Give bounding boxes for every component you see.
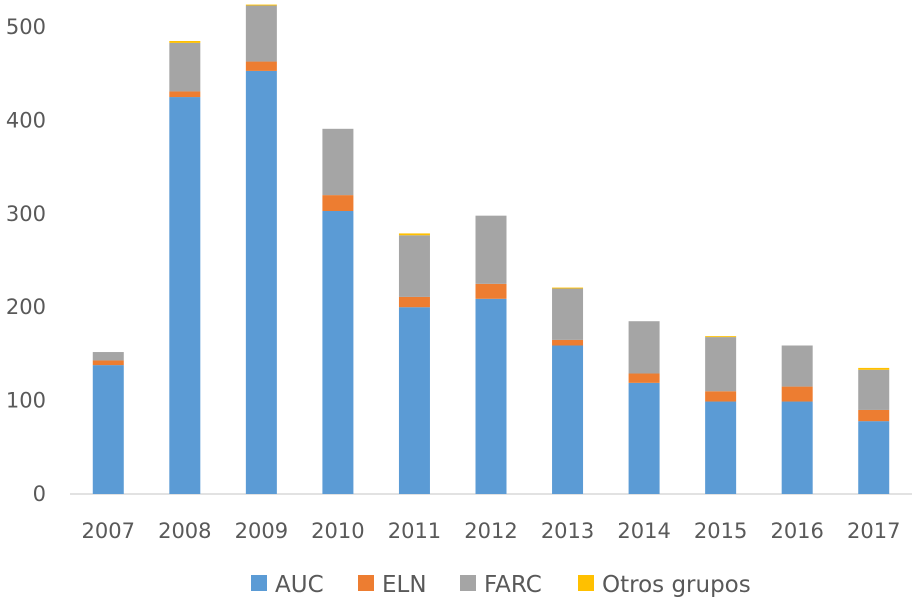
bar-segment-farc-2007 — [92, 352, 124, 361]
bar-segment-auc-2017 — [858, 421, 890, 494]
bar-segment-otros-grupos-2011 — [398, 233, 430, 236]
y-tick-label: 400 — [6, 108, 46, 132]
bar-segment-farc-2008 — [169, 42, 201, 92]
x-tick-label: 2007 — [82, 519, 135, 543]
bar-segment-auc-2010 — [322, 210, 354, 495]
bar-segment-farc-2017 — [858, 369, 890, 410]
bar-segment-eln-2015 — [705, 391, 737, 402]
bar-segment-auc-2008 — [169, 97, 201, 495]
bar-segment-farc-2013 — [552, 288, 584, 340]
x-tick-label: 2013 — [541, 519, 594, 543]
bar-segment-auc-2014 — [628, 382, 660, 494]
bar-segment-otros-grupos-2013 — [552, 287, 584, 289]
bar-segment-farc-2014 — [628, 321, 660, 374]
bar-segment-auc-2012 — [475, 298, 507, 494]
bar-segment-eln-2010 — [322, 195, 354, 211]
x-tick-label: 2017 — [847, 519, 900, 543]
bar-segment-auc-2009 — [245, 70, 277, 494]
bar-segment-otros-grupos-2009 — [245, 4, 277, 6]
bar-segment-eln-2016 — [781, 386, 813, 402]
bar-segment-farc-2012 — [475, 215, 507, 284]
bar-segment-auc-2015 — [705, 401, 737, 494]
bar-segment-eln-2008 — [169, 91, 201, 98]
bar-segment-eln-2011 — [398, 296, 430, 308]
y-tick-label: 0 — [33, 482, 46, 506]
legend-label-auc: AUC — [275, 572, 324, 598]
bar-segment-otros-grupos-2015 — [705, 336, 737, 338]
bar-segment-otros-grupos-2017 — [858, 367, 890, 370]
bar-segment-farc-2015 — [705, 337, 737, 392]
bar-segment-auc-2016 — [781, 401, 813, 494]
x-tick-label: 2008 — [158, 519, 211, 543]
x-tick-label: 2015 — [694, 519, 747, 543]
legend-swatch-otros-grupos — [578, 575, 594, 591]
x-axis-ticks: 2007 2008 2009 2010 2011 2012 2013 2014 2015 2016… — [82, 519, 901, 543]
bar-segment-auc-2013 — [552, 345, 584, 494]
x-tick-label: 2011 — [388, 519, 441, 543]
y-tick-label: 100 — [6, 389, 46, 413]
bar-segment-auc-2007 — [92, 365, 124, 494]
bar-segment-farc-2009 — [245, 5, 277, 62]
y-tick-label: 200 — [6, 295, 46, 319]
x-tick-label: 2010 — [311, 519, 364, 543]
x-tick-label: 2012 — [464, 519, 517, 543]
legend: AUC ELN FARC Otros grupos — [251, 572, 751, 598]
legend-swatch-eln — [358, 575, 374, 591]
bar-segment-eln-2007 — [92, 360, 124, 366]
bar-segment-eln-2009 — [245, 61, 277, 71]
bar-segment-eln-2017 — [858, 409, 890, 422]
bars — [92, 4, 890, 495]
bar-segment-auc-2011 — [398, 307, 430, 494]
y-tick-label: 300 — [6, 202, 46, 226]
x-tick-label: 2014 — [617, 519, 670, 543]
legend-label-farc: FARC — [484, 572, 542, 598]
legend-swatch-farc — [460, 575, 476, 591]
bar-segment-eln-2012 — [475, 283, 507, 299]
bar-segment-farc-2016 — [781, 345, 813, 387]
bar-segment-otros-grupos-2008 — [169, 41, 201, 43]
legend-swatch-auc — [251, 575, 267, 591]
bar-segment-farc-2011 — [398, 235, 430, 297]
x-tick-label: 2016 — [770, 519, 823, 543]
bar-segment-farc-2010 — [322, 128, 354, 196]
bar-segment-eln-2013 — [552, 339, 584, 346]
y-tick-label: 500 — [6, 15, 46, 39]
x-tick-label: 2009 — [235, 519, 288, 543]
y-axis-ticks: 0 100 200 300 400 500 — [6, 15, 46, 506]
bar-segment-eln-2014 — [628, 373, 660, 383]
legend-label-otros-grupos: Otros grupos — [602, 572, 751, 598]
legend-label-eln: ELN — [382, 572, 427, 598]
